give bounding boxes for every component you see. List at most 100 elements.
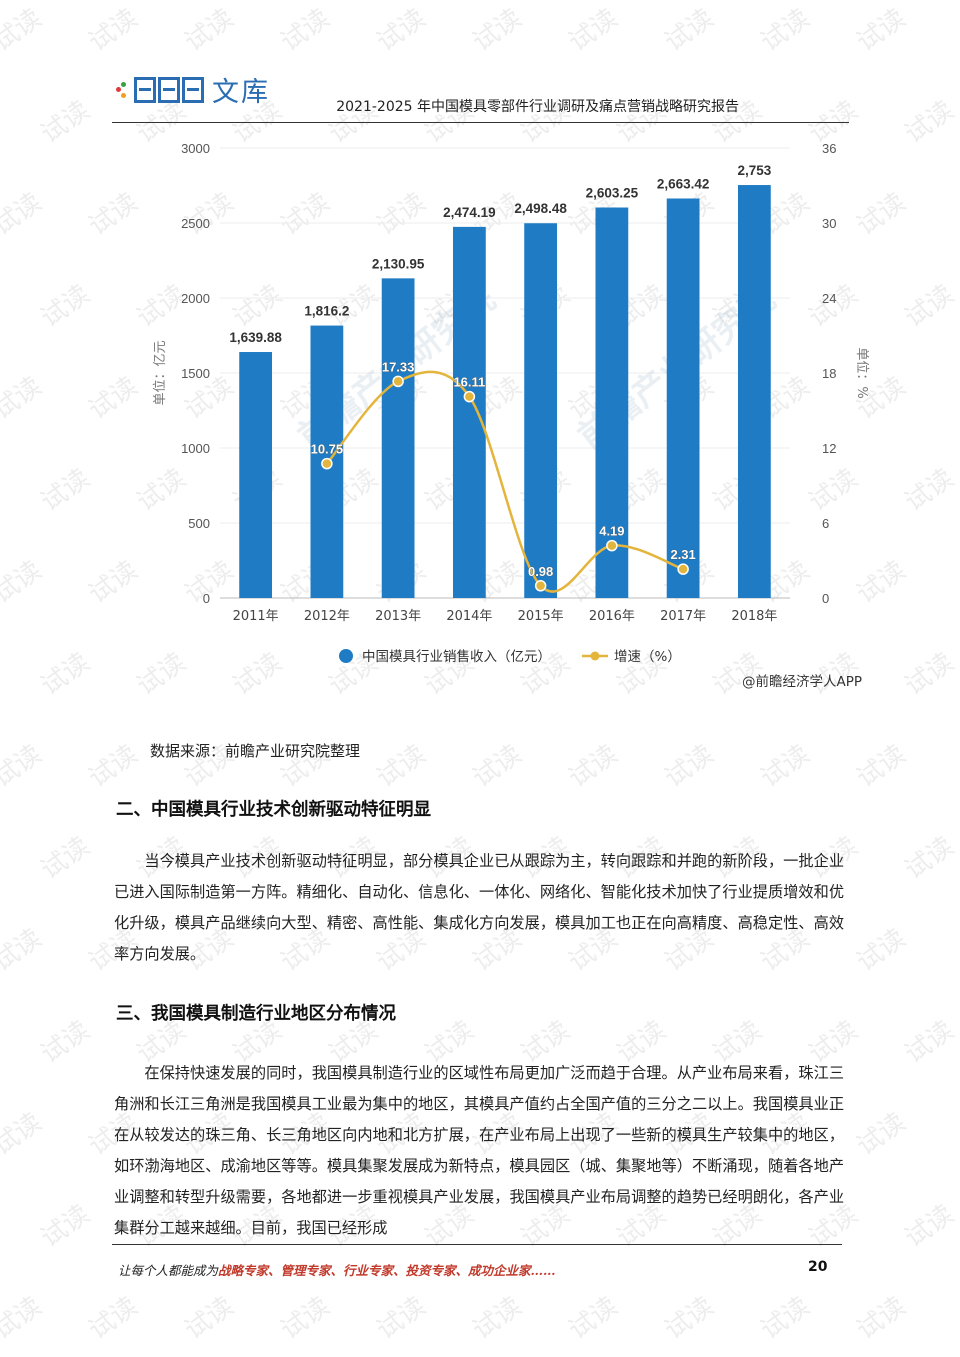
section-2-line: 加快了行业提质增效和优化升级，模具产品继续向大型、精密、高性能、集成化方向发展，… [114, 883, 845, 932]
growth-point [463, 390, 476, 403]
bar [524, 223, 558, 598]
watermark-text: 试读 [371, 3, 432, 58]
page-header: 文库 2021-2025 年中国模具零部件行业调研及痛点营销战略研究报告 [112, 60, 849, 123]
watermark-text: 试读 [467, 1291, 528, 1346]
bar-value-label: 2,498.48 [514, 201, 567, 216]
watermark-text: 试读 [0, 1107, 48, 1162]
chart-credit: @前瞻经济学人APP [742, 673, 862, 690]
document-title: 2021-2025 年中国模具零部件行业调研及痛点营销战略研究报告 [336, 99, 739, 115]
logo-dots-icon [116, 79, 130, 101]
section-2-line: 段，一批企业已进入国际制造第一方阵。精细化、自动化、信息化、一体化、网络化、智能… [114, 852, 845, 901]
section-3-line: 园区（城、集聚地等）不断涌现，随着各地产业调整和转型升级需要，各地都进一步重视模… [114, 1157, 845, 1206]
footer-prefix: 让每个人都能成为 [118, 1263, 219, 1278]
page-number: 20 [808, 1259, 828, 1275]
watermark-text: 试读 [899, 831, 960, 886]
bar [595, 207, 629, 598]
bar [666, 198, 700, 598]
watermark-text: 试读 [83, 555, 144, 610]
watermark-text: 试读 [0, 1291, 48, 1346]
watermark-text: 试读 [899, 95, 960, 150]
growth-value-label: 17.33 [382, 359, 415, 374]
y-tick-label: 1000 [181, 441, 210, 456]
watermark-text: 试读 [83, 371, 144, 426]
bar-value-label: 2,603.25 [586, 186, 639, 201]
watermark-text: 试读 [899, 1199, 960, 1254]
section-2-line: 工也正在向高精度、高稳定性、高效率方向发展。 [114, 914, 845, 963]
growth-value-label: 0.98 [528, 564, 553, 579]
chart-svg: 0 500 1000 1500 2000 2500 3000 0 6 12 18 24 30 36 单位：亿… [153, 141, 869, 690]
growth-point [606, 539, 618, 552]
watermark-text: 试读 [371, 739, 432, 794]
watermark-text: 试读 [179, 3, 240, 58]
brand-logo: 文库 [116, 70, 270, 109]
section-2-heading: 二、中国模具行业技术创新驱动特征明显 [116, 800, 431, 820]
x-tick-label: 2016年 [589, 609, 635, 624]
bar [452, 226, 486, 598]
bar-value-label: 1,816.2 [304, 304, 349, 319]
watermark-text: 试读 [899, 279, 960, 334]
revenue-chart: 0 500 1000 1500 2000 2500 3000 0 6 12 18 24 30 36 单位：亿… [150, 130, 870, 700]
data-source: 数据来源：前瞻产业研究院整理 [150, 742, 361, 760]
watermark-text: 试读 [851, 1291, 912, 1346]
growth-value-label: 10.75 [311, 442, 344, 457]
section-3-line: 在保持快速发展的同时，我国模具制造行业的区域性布局更加广泛而趋于合理。从产业布局… [144, 1064, 768, 1082]
watermark-text: 试读 [35, 279, 96, 334]
watermark-text: 试读 [563, 3, 624, 58]
y2-tick-label: 12 [822, 441, 836, 456]
watermark-text: 试读 [899, 463, 960, 518]
y-tick-label: 0 [203, 591, 210, 606]
footer-highlight: 战略专家、管理专家、行业专家、投资专家、成功企业家…… [218, 1263, 556, 1278]
y2-axis-title: 单位：% [854, 347, 869, 398]
legend-bar-swatch [339, 649, 353, 663]
watermark-text: 试读 [659, 3, 720, 58]
bar-value-label: 2,474.19 [443, 205, 496, 220]
watermark-text: 试读 [35, 463, 96, 518]
y-tick-label: 500 [188, 516, 210, 531]
growth-point [534, 580, 547, 592]
watermark-text: 试读 [35, 647, 96, 702]
bar-value-label: 1,639.88 [229, 330, 282, 345]
y2-tick-label: 18 [822, 366, 836, 381]
watermark-text: 试读 [83, 739, 144, 794]
watermark-text: 试读 [563, 1291, 624, 1346]
section-3-line: 看，珠江三角洲和长江三角洲是我国模具工业最为集中的地区，其模具产值约占全国产值的… [114, 1064, 845, 1113]
x-tick-label: 2012年 [304, 609, 350, 624]
growth-point [321, 457, 333, 470]
x-tick-label: 2015年 [518, 609, 564, 624]
watermark-text: 试读 [659, 1291, 720, 1346]
growth-point [392, 375, 404, 388]
y2-tick-label: 36 [822, 141, 836, 156]
watermark-text: 试读 [0, 371, 48, 426]
section-3-heading: 三、我国模具制造行业地区分布情况 [116, 1004, 396, 1024]
footer-slogan: 让每个人都能成为战略专家、管理专家、行业专家、投资专家、成功企业家…… [118, 1260, 556, 1279]
y2-tick-label: 6 [822, 516, 829, 531]
watermark-text: 试读 [83, 187, 144, 242]
watermark-text: 试读 [35, 95, 96, 150]
watermark-text: 试读 [0, 739, 48, 794]
x-tick-label: 2011年 [233, 609, 279, 624]
y-axis-title: 单位：亿元 [153, 340, 168, 405]
y2-tick-label: 0 [822, 591, 829, 606]
watermark-text: 试读 [35, 1199, 96, 1254]
watermark-text: 试读 [275, 3, 336, 58]
y-tick-label: 1500 [181, 366, 210, 381]
watermark-text: 试读 [35, 1015, 96, 1070]
watermark-text: 试读 [83, 3, 144, 58]
watermark-text: 试读 [755, 1291, 816, 1346]
growth-value-label: 16.11 [453, 375, 485, 390]
x-tick-label: 2014年 [446, 609, 492, 624]
watermark-text: 试读 [275, 1291, 336, 1346]
watermark-text: 试读 [0, 923, 48, 978]
logo-mark-icon [134, 76, 204, 103]
growth-value-label: 2.31 [670, 547, 695, 562]
y-tick-label: 2500 [181, 216, 210, 231]
section-2-line: 当今模具产业技术创新驱动特征明显，部分模具企业已从跟踪为主，转向跟踪和并跑的新阶 [144, 852, 753, 870]
watermark-text: 试读 [0, 3, 48, 58]
watermark-text: 试读 [659, 739, 720, 794]
y-tick-label: 3000 [181, 141, 210, 156]
watermark-text: 试读 [179, 1291, 240, 1346]
watermark-text: 试读 [899, 647, 960, 702]
watermark-text: 试读 [563, 739, 624, 794]
legend-bar-label: 中国模具行业销售收入（亿元） [362, 649, 551, 665]
bar [737, 185, 771, 599]
